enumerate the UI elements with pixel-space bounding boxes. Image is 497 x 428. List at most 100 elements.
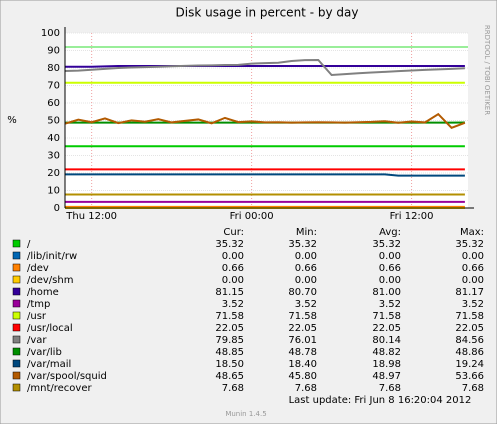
stat-value: 22.05 (215, 323, 244, 334)
stat-value: 0.66 (462, 263, 484, 274)
y-tick-label: 70 (47, 81, 60, 92)
stat-value: 81.15 (215, 287, 244, 298)
stat-value: 0.00 (379, 251, 401, 262)
stat-value: 35.32 (215, 239, 244, 250)
y-tick-label: 80 (47, 63, 60, 74)
y-tick-label: 100 (41, 28, 60, 39)
legend-label: /mnt/recover (27, 383, 92, 394)
stat-value: 71.58 (215, 311, 244, 322)
legend-label: /var (27, 335, 47, 346)
legend-label: /home (27, 287, 59, 298)
y-tick-label: 30 (47, 151, 60, 162)
stat-value: 71.58 (455, 311, 484, 322)
y-tick-label: 60 (47, 98, 60, 109)
legend-label: /var/mail (27, 359, 71, 370)
series-line (65, 66, 465, 67)
y-tick-label: 20 (47, 168, 60, 179)
legend-swatch (13, 312, 20, 319)
x-tick-label: Fri 12:00 (390, 211, 434, 222)
legend-label: /dev (27, 263, 49, 274)
stat-value: 0.00 (379, 275, 401, 286)
legend-swatch (13, 276, 20, 283)
stat-value: 71.58 (372, 311, 401, 322)
stat-value: 35.32 (372, 239, 401, 250)
stat-value: 48.85 (215, 347, 244, 358)
legend-swatch (13, 372, 20, 379)
stat-value: 0.00 (462, 275, 484, 286)
y-tick-label: 40 (47, 133, 60, 144)
stat-value: 80.14 (372, 335, 401, 346)
stat-value: 35.32 (288, 239, 317, 250)
stat-header: Min: (296, 227, 317, 238)
stat-value: 48.78 (288, 347, 317, 358)
stat-value: 79.85 (215, 335, 244, 346)
legend-label: /lib/init/rw (27, 251, 77, 262)
stat-value: 3.52 (295, 299, 317, 310)
stat-value: 18.40 (288, 359, 317, 370)
legend-label: /usr/local (27, 323, 73, 334)
stat-value: 0.00 (222, 251, 244, 262)
stat-value: 0.00 (462, 251, 484, 262)
stat-value: 3.52 (462, 299, 484, 310)
legend-label: /var/spool/squid (27, 371, 107, 382)
x-tick-label: Fri 00:00 (230, 211, 274, 222)
stat-value: 0.66 (222, 263, 244, 274)
stat-value: 48.97 (372, 371, 401, 382)
legend-label: /dev/shm (27, 275, 73, 286)
stat-value: 48.86 (455, 347, 484, 358)
stat-value: 7.68 (379, 383, 401, 394)
stat-value: 0.00 (222, 275, 244, 286)
stat-value: 35.32 (455, 239, 484, 250)
y-tick-label: 50 (47, 116, 60, 127)
legend-swatch (13, 240, 20, 247)
legend-swatch (13, 360, 20, 367)
legend-label: /usr (27, 311, 47, 322)
stat-value: 0.00 (295, 275, 317, 286)
stat-header: Cur: (223, 227, 244, 238)
stat-value: 0.66 (295, 263, 317, 274)
legend-swatch (13, 348, 20, 355)
stat-value: 7.68 (222, 383, 244, 394)
legend-label: /tmp (27, 299, 50, 310)
stat-value: 81.00 (372, 287, 401, 298)
stat-value: 53.66 (455, 371, 484, 382)
legend-swatch (13, 252, 20, 259)
side-text: RRDTOOL / TOBI OETIKER (483, 25, 491, 115)
stat-value: 18.98 (372, 359, 401, 370)
stat-header: Max: (460, 227, 484, 238)
legend-label: /var/lib (27, 347, 62, 358)
stat-value: 19.24 (455, 359, 484, 370)
stat-value: 48.65 (215, 371, 244, 382)
x-tick-label: Thu 12:00 (65, 211, 117, 222)
legend-swatch (13, 288, 20, 295)
legend-swatch (13, 384, 20, 391)
stat-value: 7.68 (462, 383, 484, 394)
stat-value: 22.05 (288, 323, 317, 334)
version: Munin 1.4.5 (225, 410, 266, 418)
chart-title: Disk usage in percent - by day (176, 6, 359, 20)
stat-value: 80.70 (288, 287, 317, 298)
stat-value: 48.82 (372, 347, 401, 358)
stat-value: 18.50 (215, 359, 244, 370)
stat-value: 7.68 (295, 383, 317, 394)
stat-value: 84.56 (455, 335, 484, 346)
stat-value: 22.05 (372, 323, 401, 334)
y-axis-label: % (7, 115, 17, 126)
stat-value: 45.80 (288, 371, 317, 382)
legend-swatch (13, 300, 20, 307)
stat-value: 81.17 (455, 287, 484, 298)
y-tick-label: 0 (54, 203, 60, 214)
stat-value: 22.05 (455, 323, 484, 334)
stat-value: 76.01 (288, 335, 317, 346)
stat-value: 0.00 (295, 251, 317, 262)
stat-header: Avg: (379, 227, 401, 238)
legend-swatch (13, 264, 20, 271)
stat-value: 0.66 (379, 263, 401, 274)
y-tick-label: 90 (47, 46, 60, 57)
legend-swatch (13, 336, 20, 343)
stat-value: 71.58 (288, 311, 317, 322)
footer: Last update: Fri Jun 8 16:20:04 2012 (289, 395, 472, 406)
stat-value: 3.52 (222, 299, 244, 310)
stat-value: 3.52 (379, 299, 401, 310)
